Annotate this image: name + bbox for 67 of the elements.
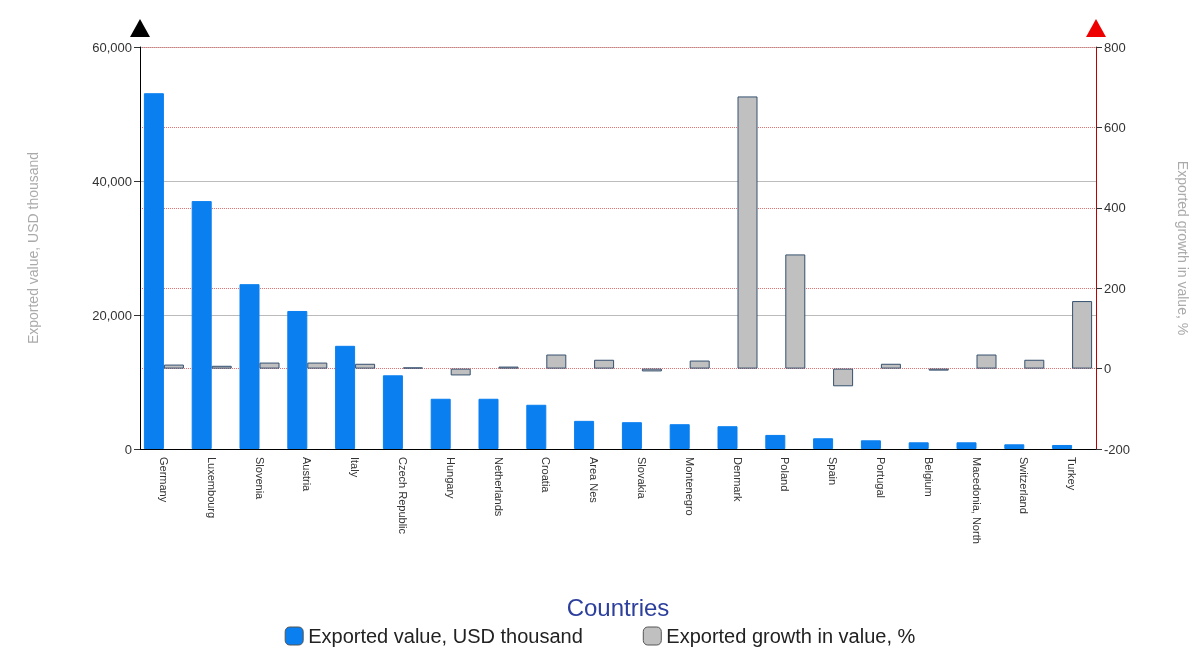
x-tick-label: Poland [779, 457, 792, 492]
y2-tick-label: 200 [1104, 280, 1126, 296]
x-tick-label: Luxembourg [205, 457, 218, 519]
bar [717, 426, 738, 449]
x-tick-label: Portugal [874, 457, 887, 498]
x-tick-label: Turkey [1066, 457, 1079, 491]
y2-tick-label: 400 [1104, 200, 1126, 216]
x-tick-label: Spain [827, 457, 840, 486]
bar [307, 362, 328, 369]
bar [355, 363, 376, 369]
bar [143, 93, 164, 449]
x-tick-label: Montenegro [683, 457, 696, 516]
bar [335, 345, 356, 449]
bar [259, 362, 280, 369]
bar [833, 368, 854, 387]
bar [860, 440, 881, 449]
bar [689, 360, 710, 369]
x-tick-label: Macedonia, North [970, 457, 983, 544]
bar [163, 364, 184, 369]
legend-label: Exported value, USD thousand [308, 625, 583, 647]
bar [1052, 444, 1073, 449]
x-tick-label: Czech Republic [396, 457, 409, 535]
y2-tick-label: 0 [1104, 361, 1112, 377]
bar [669, 424, 690, 449]
x-tick-label: Croatia [540, 457, 553, 494]
bar [450, 368, 471, 376]
bar [526, 404, 547, 449]
bar [382, 375, 403, 449]
x-tick-label: Slovenia [253, 457, 266, 501]
bar [765, 434, 786, 449]
bar [621, 422, 642, 449]
x-axis-title: Countries [566, 593, 670, 621]
x-tick-label: Denmark [731, 457, 744, 503]
bar [908, 442, 929, 449]
bar [239, 284, 260, 449]
bar [1024, 359, 1045, 369]
y2-tick-label: 800 [1104, 39, 1126, 55]
y-tick-label: 20,000 [92, 307, 132, 323]
y2-axis-title: Exported growth in value, % [1175, 160, 1191, 336]
x-tick-label: Germany [157, 457, 170, 503]
bar [594, 359, 615, 369]
x-tick-label: Slovakia [635, 457, 648, 500]
x-tick-label: Hungary [444, 457, 457, 500]
y-axis-title: Exported value, USD thousand [25, 151, 41, 345]
bar [976, 354, 997, 369]
x-tick-label: Area Nes [588, 457, 601, 504]
legend-label: Exported growth in value, % [666, 625, 916, 647]
bar [956, 442, 977, 449]
bar [478, 398, 499, 449]
bar [191, 201, 212, 449]
y-tick-label: 60,000 [92, 39, 132, 55]
bar [287, 310, 308, 449]
bar [1004, 444, 1025, 449]
y2-tick-label: 600 [1104, 119, 1126, 135]
x-tick-label: Austria [301, 457, 314, 493]
x-tick-label: Switzerland [1018, 457, 1031, 514]
bar [430, 398, 451, 449]
y-tick-label: 40,000 [92, 173, 132, 189]
bar [574, 420, 595, 449]
y-tick-label: 0 [124, 441, 132, 457]
x-tick-label: Italy [349, 457, 362, 478]
bar [880, 363, 901, 369]
y2-tick-label: -200 [1104, 441, 1131, 457]
x-tick-label: Belgium [922, 457, 935, 497]
x-tick-label: Netherlands [492, 457, 505, 517]
bar [546, 354, 567, 369]
bar [813, 438, 834, 449]
